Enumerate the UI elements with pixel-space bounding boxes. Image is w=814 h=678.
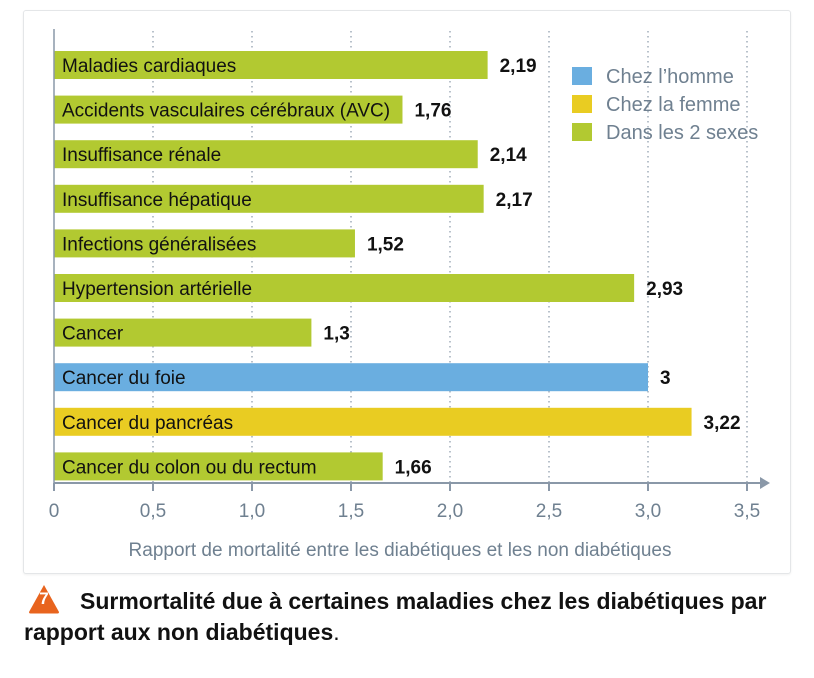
bar-category-label: Hypertension artérielle	[62, 279, 252, 300]
triangle-badge-icon	[29, 585, 59, 614]
bar-category-label: Cancer	[62, 324, 124, 345]
caption-period: .	[333, 619, 340, 645]
chart-card: Maladies cardiaques 2,19 Accidents vascula…	[23, 10, 791, 574]
legend-swatch	[572, 67, 592, 85]
bar-value-label: 2,17	[496, 190, 533, 211]
bar-category-label: Cancer du foie	[62, 368, 186, 389]
bar	[54, 95, 403, 124]
x-tick-label: 3,0	[635, 501, 661, 522]
bar	[54, 363, 648, 392]
figure-number-badge: 7	[28, 584, 60, 614]
bar-category-label: Insuffisance hépatique	[62, 190, 252, 211]
x-tick-label: 3,5	[734, 501, 760, 522]
x-axis-title: Rapport de mortalité entre les diabétiqu…	[129, 540, 672, 561]
bar-value-label: 1,52	[367, 234, 404, 255]
bar-value-label: 2,93	[646, 279, 683, 300]
x-tick-label: 0	[49, 501, 60, 522]
bar-value-label: 3,22	[704, 413, 741, 434]
bar-value-label: 2,19	[500, 56, 537, 77]
bar-value-label: 1,76	[414, 101, 451, 122]
x-tick-label: 2,5	[536, 501, 562, 522]
bar-value-label: 2,14	[490, 145, 527, 166]
figure-caption: 7 Surmortalité due à certaines maladies …	[24, 584, 784, 648]
bar-category-label: Insuffisance rénale	[62, 145, 221, 166]
legend-swatch	[572, 123, 592, 141]
legend-label: Dans les 2 sexes	[606, 122, 758, 144]
chart: Maladies cardiaques 2,19 Accidents vascula…	[49, 29, 770, 561]
x-tick-label: 2,0	[437, 501, 463, 522]
bar-value-label: 1,3	[323, 324, 349, 345]
legend-label: Chez l’homme	[606, 66, 734, 88]
bar	[54, 407, 692, 436]
bar	[54, 318, 312, 347]
bar-value-label: 1,66	[395, 457, 432, 478]
bar-category-label: Maladies cardiaques	[62, 56, 236, 77]
bar-category-label: Infections généralisées	[62, 234, 256, 255]
figure-number: 7	[39, 589, 49, 608]
bar	[54, 229, 355, 258]
bar-value-label: 3	[660, 368, 671, 389]
x-tick-label: 1,5	[338, 501, 364, 522]
bar	[54, 184, 484, 213]
bar-category-label: Cancer du pancréas	[62, 413, 233, 434]
bar	[54, 51, 488, 79]
x-tick-label: 1,0	[239, 501, 265, 522]
bar	[54, 452, 383, 481]
bar-category-label: Cancer du colon ou du rectum	[62, 457, 317, 478]
x-tick-label: 0,5	[140, 501, 166, 522]
bar	[54, 274, 635, 302]
bar	[54, 140, 478, 169]
legend-label: Chez la femme	[606, 94, 741, 116]
bar-category-label: Accidents vasculaires cérébraux (AVC)	[62, 101, 390, 122]
caption-text: Surmortalité due à certaines maladies ch…	[24, 588, 767, 645]
x-axis-arrow-icon	[760, 477, 770, 489]
legend-swatch	[572, 95, 592, 113]
